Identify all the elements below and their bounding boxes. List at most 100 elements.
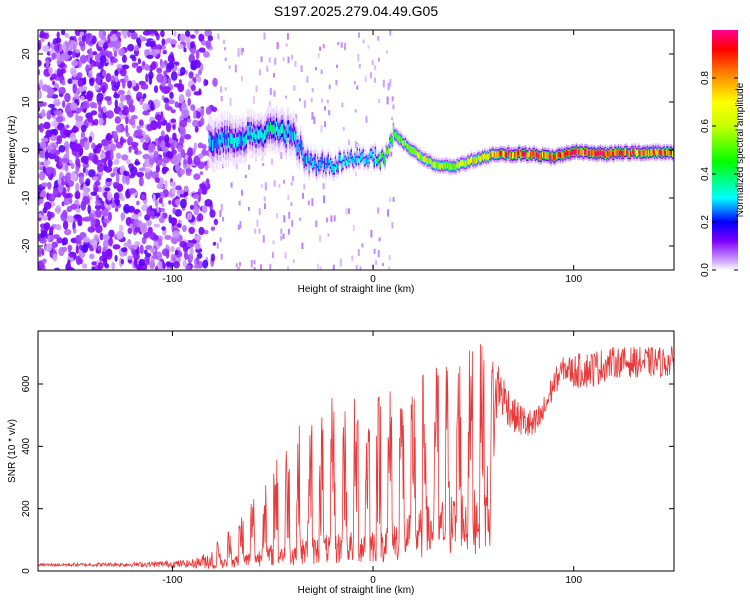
spectrogram-cell bbox=[275, 121, 278, 132]
spectrogram-noise-blob bbox=[149, 40, 156, 48]
spectrogram-noise-streak bbox=[223, 39, 226, 44]
spectrogram-cell bbox=[515, 152, 517, 159]
spectrogram-cell bbox=[426, 158, 428, 164]
spectrogram-noise-blob bbox=[154, 265, 159, 270]
spectrogram-cell bbox=[523, 151, 526, 157]
spectrogram-noise-blob bbox=[61, 157, 70, 163]
spectrogram-noise-blob bbox=[106, 51, 113, 59]
spectrogram-noise-streak bbox=[353, 81, 356, 85]
spectrogram-noise-blob bbox=[70, 172, 78, 181]
spectrogram-cell bbox=[401, 137, 403, 144]
spectrogram-noise-blob bbox=[38, 174, 41, 179]
spectrogram-noise-blob bbox=[180, 198, 187, 209]
spectrogram-noise-blob bbox=[132, 219, 140, 228]
spectrogram-noise-blob bbox=[38, 102, 45, 107]
spectrogram-noise-blob bbox=[56, 237, 63, 244]
spectrogram-noise-blob bbox=[116, 230, 123, 240]
spectrogram-noise-blob bbox=[55, 37, 62, 44]
spectrogram-cell bbox=[543, 152, 545, 158]
spectrogram-noise-blob bbox=[141, 222, 147, 233]
spectrogram-cell bbox=[626, 148, 628, 155]
colorbar-tick-label: 0.8 bbox=[700, 71, 711, 85]
spectrogram-cell bbox=[552, 154, 555, 160]
spectrogram-noise-streak bbox=[262, 163, 265, 167]
spectrogram-cell bbox=[604, 149, 606, 156]
spectrogram-noise-blob bbox=[63, 129, 71, 136]
spectrogram-noise-streak bbox=[287, 266, 290, 270]
spectrogram-noise-blob bbox=[89, 253, 95, 260]
spectrogram-noise-blob bbox=[203, 51, 210, 58]
spectrogram-noise-blob bbox=[58, 246, 65, 257]
spectrogram-noise-blob bbox=[64, 162, 69, 172]
spectrogram-cell bbox=[574, 149, 576, 156]
spectrogram-noise-blob bbox=[48, 67, 53, 75]
spectrogram-noise-blob bbox=[45, 58, 50, 68]
snr-y-tick-label: 600 bbox=[21, 375, 32, 392]
spectrogram-noise-blob bbox=[195, 73, 200, 79]
snr-panel: -100 0 100 0 200 400 600 Height of straight l… bbox=[7, 330, 675, 596]
spectrogram-noise-blob bbox=[128, 188, 137, 194]
spectrogram-cell bbox=[397, 135, 399, 141]
spectrogram-cell bbox=[362, 151, 364, 158]
spectrogram-noise-streak bbox=[377, 207, 380, 214]
spectrogram-cell bbox=[529, 152, 532, 158]
spectrogram-cell bbox=[480, 155, 482, 162]
spectrogram-cell bbox=[302, 150, 304, 159]
spectrogram-cell bbox=[514, 151, 516, 158]
spectrogram-cell bbox=[560, 152, 562, 159]
spectrogram-noise-blob bbox=[80, 124, 87, 133]
spectrogram-noise-blob bbox=[200, 107, 205, 118]
spectrogram-noise-blob bbox=[114, 99, 119, 109]
spectrogram-cell bbox=[667, 148, 669, 155]
spectrogram-noise-blob bbox=[172, 230, 180, 239]
spectrogram-cell bbox=[598, 150, 600, 157]
spectrogram-noise-blob bbox=[82, 236, 91, 243]
spectrogram-noise-blob bbox=[154, 177, 160, 183]
spectrogram-cell bbox=[614, 149, 616, 155]
spectrogram-noise-blob bbox=[90, 220, 95, 227]
spectrogram-noise-blob bbox=[173, 260, 180, 269]
spectrogram-noise-streak bbox=[270, 158, 273, 165]
spectrogram-noise-streak bbox=[244, 174, 247, 179]
spectrogram-cell bbox=[539, 153, 541, 160]
spectrogram-noise-streak bbox=[264, 182, 267, 191]
spectrogram-noise-streak bbox=[240, 47, 243, 56]
spectrogram-cell bbox=[478, 154, 480, 161]
spectrogram-noise-blob bbox=[128, 118, 136, 126]
spectrogram-cell bbox=[580, 148, 582, 155]
spectrogram-noise-blob bbox=[74, 30, 82, 37]
spectrogram-cell bbox=[629, 150, 632, 157]
spectrogram-noise-streak bbox=[269, 87, 272, 95]
spectrogram-cell bbox=[664, 151, 667, 157]
spectrogram-cell bbox=[241, 136, 243, 146]
spectrogram-noise-streak bbox=[363, 149, 366, 153]
spectrogram-cell bbox=[449, 163, 451, 169]
spectrogram-noise-streak bbox=[358, 63, 361, 69]
spectrogram-noise-blob bbox=[192, 119, 199, 128]
spectrogram-noise-streak bbox=[377, 57, 380, 62]
spectrogram-noise-blob bbox=[76, 115, 84, 122]
spectrogram-noise-streak bbox=[241, 189, 243, 196]
spectrogram-cell bbox=[381, 151, 384, 158]
spectrogram-cell bbox=[213, 140, 215, 152]
spectrogram-noise-blob bbox=[115, 152, 122, 159]
spectrogram-noise-blob bbox=[197, 76, 202, 83]
spectrogram-noise-streak bbox=[367, 45, 370, 49]
spectrogram-cell bbox=[592, 151, 594, 157]
spectrogram-noise-streak bbox=[391, 96, 394, 102]
spectrogram-cell bbox=[661, 150, 663, 157]
spectrogram-noise-blob bbox=[108, 236, 113, 247]
spectrogram-cell bbox=[644, 149, 646, 156]
spectrogram-noise-blob bbox=[141, 194, 146, 199]
spectrogram-cell bbox=[455, 164, 457, 170]
spectrogram-cell bbox=[389, 139, 391, 146]
spectrogram-cell bbox=[378, 155, 380, 162]
spectrogram-noise-streak bbox=[302, 192, 305, 199]
spectrogram-noise-blob bbox=[149, 30, 156, 34]
spectrogram-noise-blob bbox=[195, 49, 200, 60]
spectrogram-cell bbox=[651, 149, 653, 156]
spectrogram-noise-blob bbox=[82, 195, 90, 205]
spectrogram-noise-blob bbox=[155, 156, 163, 166]
spectrogram-noise-blob bbox=[102, 69, 107, 77]
spectrogram-noise-blob bbox=[194, 242, 201, 250]
